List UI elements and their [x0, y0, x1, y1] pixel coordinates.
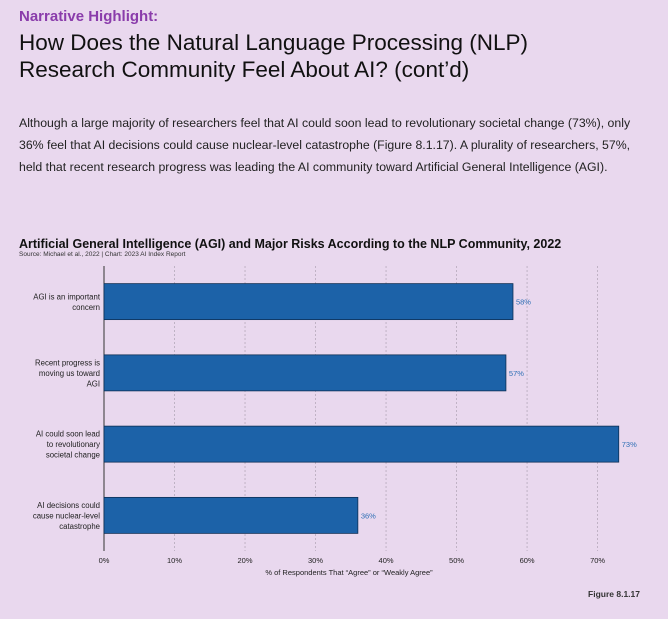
x-tick-label: 60%	[520, 556, 535, 565]
kicker-label: Narrative Highlight:	[19, 8, 159, 25]
category-label: AGI is an important concern	[33, 292, 101, 312]
bar	[103, 425, 620, 463]
bar	[103, 283, 514, 321]
x-tick-label: 0%	[99, 556, 110, 565]
bar-value-label: 73%	[622, 440, 637, 449]
bar-value-label: 36%	[361, 511, 376, 520]
x-tick-label: 30%	[308, 556, 323, 565]
bar-value-label: 57%	[509, 369, 524, 378]
x-tick-label: 40%	[379, 556, 394, 565]
x-tick-label: 50%	[449, 556, 464, 565]
page-title-line-1: How Does the Natural Language Processing…	[19, 30, 529, 55]
page-title: How Does the Natural Language Processing…	[19, 29, 649, 83]
page-title-line-2: Research Community Feel About AI? (cont’…	[19, 57, 470, 82]
x-tick-label: 70%	[590, 556, 605, 565]
chart-title: Artificial General Intelligence (AGI) an…	[19, 237, 562, 251]
x-axis-label: % of Respondents That “Agree” or “Weakly…	[265, 568, 433, 577]
body-paragraph: Although a large majority of researchers…	[19, 116, 631, 174]
bar-value-label: 58%	[516, 298, 531, 307]
category-label: Recent progress is moving us toward AGI	[35, 358, 100, 388]
category-label: AI could soon lead to revolutionary societ…	[36, 430, 100, 460]
figure-label: Figure 8.1.17	[588, 589, 640, 599]
bar	[103, 354, 507, 392]
category-label: AI decisions could cause nuclear-level cat…	[33, 501, 100, 531]
bar	[103, 496, 359, 534]
x-tick-label: 10%	[167, 556, 182, 565]
chart-source: Source: Michael et al., 2022 | Chart: 20…	[19, 251, 186, 258]
x-tick-label: 20%	[238, 556, 253, 565]
